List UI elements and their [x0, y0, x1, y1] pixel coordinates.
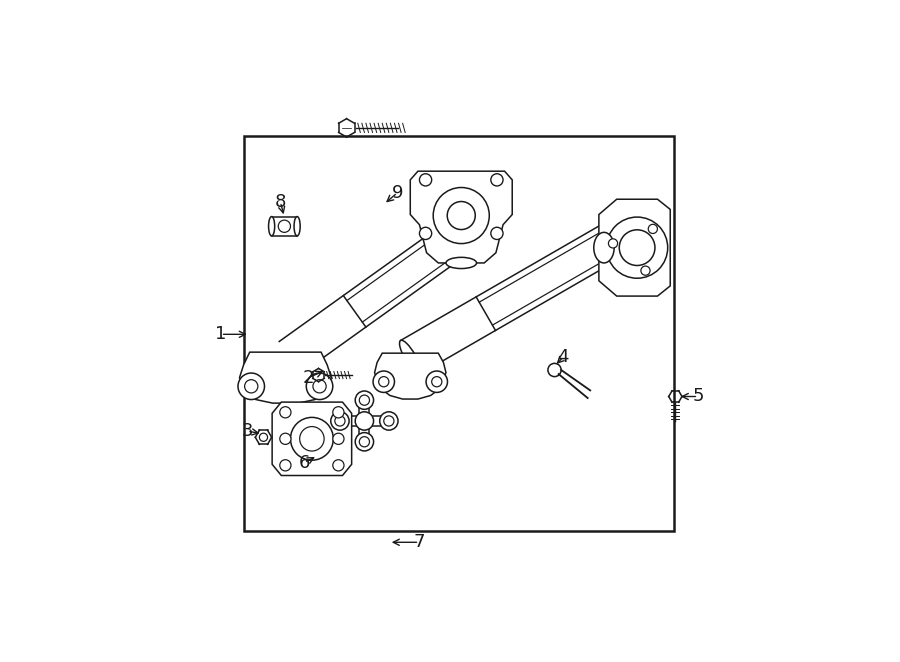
Circle shape — [608, 239, 617, 248]
Circle shape — [419, 173, 432, 186]
Polygon shape — [239, 352, 331, 403]
Circle shape — [333, 433, 344, 444]
Circle shape — [300, 426, 324, 451]
Circle shape — [333, 406, 344, 418]
Circle shape — [383, 416, 394, 426]
Bar — [359, 416, 390, 426]
Ellipse shape — [446, 258, 476, 269]
Circle shape — [359, 437, 370, 447]
Circle shape — [356, 412, 373, 430]
Circle shape — [641, 266, 650, 275]
Text: 9: 9 — [392, 183, 403, 202]
Circle shape — [291, 418, 333, 460]
Circle shape — [433, 187, 490, 244]
Circle shape — [607, 217, 668, 278]
Circle shape — [491, 173, 503, 186]
Bar — [244, 136, 674, 530]
Circle shape — [379, 377, 389, 387]
Bar — [272, 216, 297, 236]
Circle shape — [374, 371, 394, 393]
Bar — [359, 399, 370, 426]
Circle shape — [426, 371, 447, 393]
Circle shape — [313, 380, 326, 393]
Ellipse shape — [467, 206, 491, 238]
Circle shape — [280, 406, 291, 418]
Circle shape — [306, 373, 333, 400]
Circle shape — [447, 201, 475, 230]
Text: 6: 6 — [299, 453, 310, 472]
Circle shape — [238, 373, 265, 400]
Circle shape — [280, 459, 291, 471]
Circle shape — [356, 432, 373, 451]
Ellipse shape — [594, 232, 614, 263]
Circle shape — [648, 224, 657, 234]
Ellipse shape — [294, 216, 301, 236]
Polygon shape — [374, 353, 446, 399]
Text: 2: 2 — [302, 369, 314, 387]
Circle shape — [619, 230, 655, 265]
Circle shape — [356, 391, 373, 409]
Circle shape — [432, 377, 442, 387]
Bar — [339, 416, 370, 426]
Circle shape — [331, 412, 349, 430]
Circle shape — [419, 227, 432, 240]
Ellipse shape — [400, 340, 421, 374]
Polygon shape — [410, 171, 512, 263]
Circle shape — [380, 412, 398, 430]
Circle shape — [333, 459, 344, 471]
Bar — [359, 416, 370, 444]
Ellipse shape — [268, 216, 274, 236]
Circle shape — [359, 395, 370, 405]
Text: 8: 8 — [274, 193, 286, 211]
Text: 4: 4 — [557, 348, 569, 366]
Circle shape — [245, 380, 258, 393]
Text: 5: 5 — [692, 387, 704, 406]
Polygon shape — [598, 199, 670, 296]
Text: 1: 1 — [215, 325, 226, 344]
Circle shape — [280, 433, 291, 444]
Text: 7: 7 — [414, 534, 425, 551]
Polygon shape — [272, 402, 352, 475]
Circle shape — [491, 227, 503, 240]
Text: 3: 3 — [241, 422, 253, 440]
Circle shape — [278, 220, 291, 232]
Circle shape — [335, 416, 345, 426]
